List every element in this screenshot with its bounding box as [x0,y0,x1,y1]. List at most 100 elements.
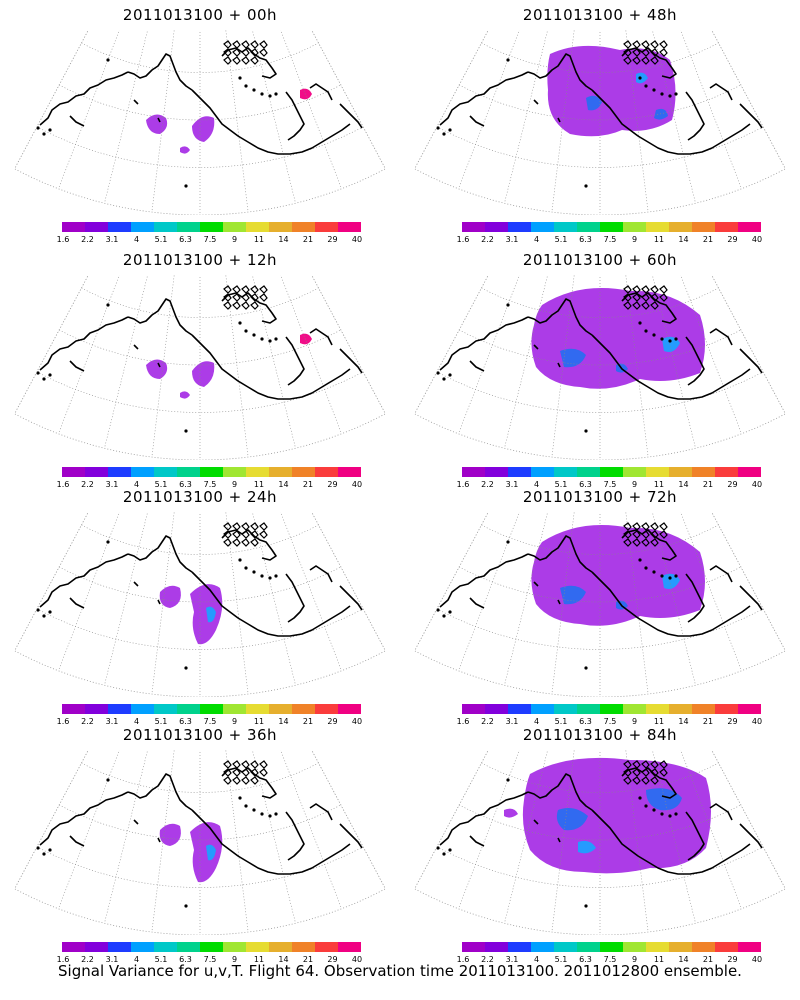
island-dot [252,333,256,337]
island-dot [32,840,36,844]
colorbar-swatch [669,704,692,714]
island-outline [259,40,268,49]
island-dot [674,812,678,816]
colorbar-swatch [531,222,554,232]
island-outline [250,776,259,785]
island-outline [659,522,668,531]
island-outline [623,522,632,531]
meridian-line [58,750,161,909]
island-dot [32,365,36,369]
variance-field-region [636,72,648,84]
panel-title: 2011013100 + 36h [122,726,278,744]
colorbar-label: 14 [678,235,689,244]
colorbar-swatch [600,467,623,477]
colorbar-label: 9 [631,480,638,489]
island-dot [652,570,656,574]
island-outline [250,48,259,57]
parallel-line [481,524,719,555]
variance-field-region [146,359,168,379]
colorbar [462,222,761,232]
island-outline [641,293,650,302]
island-dot [32,120,36,124]
variance-field-region [556,808,588,831]
island-outline [641,768,650,777]
coastline [285,91,305,141]
colorbar-label: 1.6 [456,955,470,964]
meridian-line [613,750,649,933]
map-area [14,512,386,697]
colorbar-swatch [62,467,85,477]
island-outline [241,760,250,769]
island-dot [668,94,672,98]
panel-36h: 2011013100 + 36h 1.6 2.2 3.1 4 5.1 6.3 7.5 9 11 1… [0,720,400,965]
parallel-line [459,84,741,121]
coastline [39,71,129,126]
variance-field-region [146,114,168,134]
island-dot [660,92,664,96]
meridian-line [58,512,161,671]
variance-field-region [578,840,596,854]
island-outline [250,293,259,302]
colorbar-swatch [292,467,315,477]
island-dot [638,76,642,80]
colorbar-label: 2.2 [81,717,94,726]
colorbar-label: 1.6 [56,955,70,964]
variance-field-region [547,45,676,137]
island-dot [442,132,446,136]
variance-field-region [522,757,711,874]
coastline [533,344,539,350]
colorbar-swatch [554,704,577,714]
meridian-line [213,275,249,458]
colorbar-swatch [462,704,485,714]
island-dot [674,337,678,341]
island-dot [652,88,656,92]
island-dot [244,804,248,808]
colorbar-label: 9 [631,955,638,964]
colorbar-label: 1.6 [456,235,470,244]
colorbar-label: 1.6 [56,717,70,726]
colorbar-label: 7.5 [603,480,617,489]
colorbar-label: 3.1 [505,480,519,489]
island-outline [623,768,632,777]
colorbar-swatch [108,467,131,477]
variance-field-region [586,95,602,111]
island-outline [632,768,641,777]
island-outline [241,768,250,777]
colorbar-label: 21 [302,235,314,244]
meridian-line [251,275,386,414]
island-outline [241,776,250,785]
colorbar-label: 29 [727,717,738,726]
coastline [133,819,139,825]
colorbar-label: 11 [253,717,265,726]
colorbar-labels: 1.6 2.2 3.1 4 5.1 6.3 7.5 9 11 14 21 29 40 [455,235,765,245]
meridian-line [58,275,161,434]
island-outline [641,760,650,769]
map-area [414,750,786,935]
variance-field-region [560,585,586,605]
island-dot [36,846,40,850]
meridian-line [14,275,149,414]
colorbar [462,704,761,714]
parallel-line [59,804,341,841]
variance-field-region [206,606,216,623]
island-dot [448,128,452,132]
coastline [285,811,305,861]
meridian-line [551,512,587,695]
coastline [221,47,277,79]
colorbar-swatch [315,467,338,477]
panel-84h: 2011013100 + 84h 1.6 2.2 3.1 4 5.1 6.3 7.5 9 11 1… [400,720,800,965]
coastline [191,89,351,155]
island-dot [260,337,264,341]
colorbar-label: 3.1 [505,955,519,964]
island-dot [584,904,588,908]
colorbar-swatch [315,942,338,952]
island-dot [268,814,272,818]
colorbar-swatch [338,222,361,232]
island-dot [668,814,672,818]
coastline [133,344,139,350]
arctic-archipelago [623,522,668,547]
colorbar [462,942,761,952]
colorbar-swatch [200,942,223,952]
colorbar-label: 40 [351,235,363,244]
